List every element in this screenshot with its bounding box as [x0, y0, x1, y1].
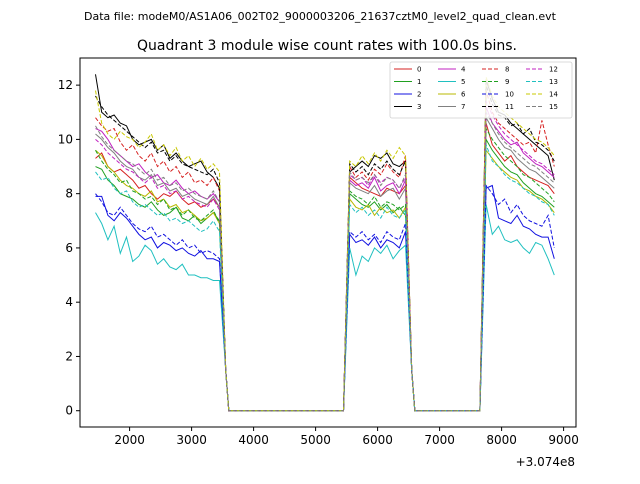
y-tick-label: 12 — [58, 78, 73, 92]
axes-frame — [79, 57, 577, 428]
series-line-14 — [95, 76, 555, 412]
legend-label-10: 10 — [505, 91, 514, 99]
x-tick-label: 4000 — [238, 433, 269, 447]
x-tick-label: 7000 — [424, 433, 455, 447]
x-tick-label: 6000 — [362, 433, 393, 447]
x-tick-label: 5000 — [300, 433, 331, 447]
y-tick-label: 2 — [65, 349, 73, 363]
y-tick-label: 4 — [65, 295, 73, 309]
legend-label-2: 2 — [417, 91, 421, 99]
legend-label-15: 15 — [549, 103, 558, 111]
legend-label-11: 11 — [505, 103, 514, 111]
legend-label-3: 3 — [417, 103, 421, 111]
legend-label-12: 12 — [549, 66, 558, 74]
legend-label-14: 14 — [549, 91, 558, 99]
x-tick-label: 9000 — [548, 433, 579, 447]
series-line-15 — [95, 110, 555, 412]
legend-label-6: 6 — [461, 91, 466, 99]
y-tick-label: 0 — [65, 404, 73, 418]
plot-area — [95, 74, 555, 412]
x-offset-label: +3.074e8 — [516, 455, 575, 469]
chart-title: Quadrant 3 module wise count rates with … — [137, 38, 517, 54]
chart-suptitle: Data file: modeM0/AS1A06_002T02_90000032… — [84, 10, 557, 23]
y-tick-label: 10 — [58, 132, 73, 146]
legend-label-0: 0 — [417, 66, 421, 74]
legend-label-1: 1 — [417, 78, 421, 86]
x-tick-label: 2000 — [114, 433, 145, 447]
axes: 2000 3000 4000 5000 6000 7000 8000 900002468101… — [58, 57, 579, 447]
y-tick-label: 6 — [65, 241, 73, 255]
x-tick-label: 3000 — [176, 433, 207, 447]
x-tick-label: 8000 — [486, 433, 517, 447]
legend-box — [389, 61, 573, 119]
y-tick-label: 8 — [65, 187, 73, 201]
legend-label-8: 8 — [505, 66, 509, 74]
legend-label-7: 7 — [461, 103, 465, 111]
legend-label-13: 13 — [549, 78, 558, 86]
legend-label-5: 5 — [461, 78, 465, 86]
legend-label-4: 4 — [461, 66, 466, 74]
series-line-9 — [95, 126, 555, 412]
legend-label-9: 9 — [505, 78, 509, 86]
